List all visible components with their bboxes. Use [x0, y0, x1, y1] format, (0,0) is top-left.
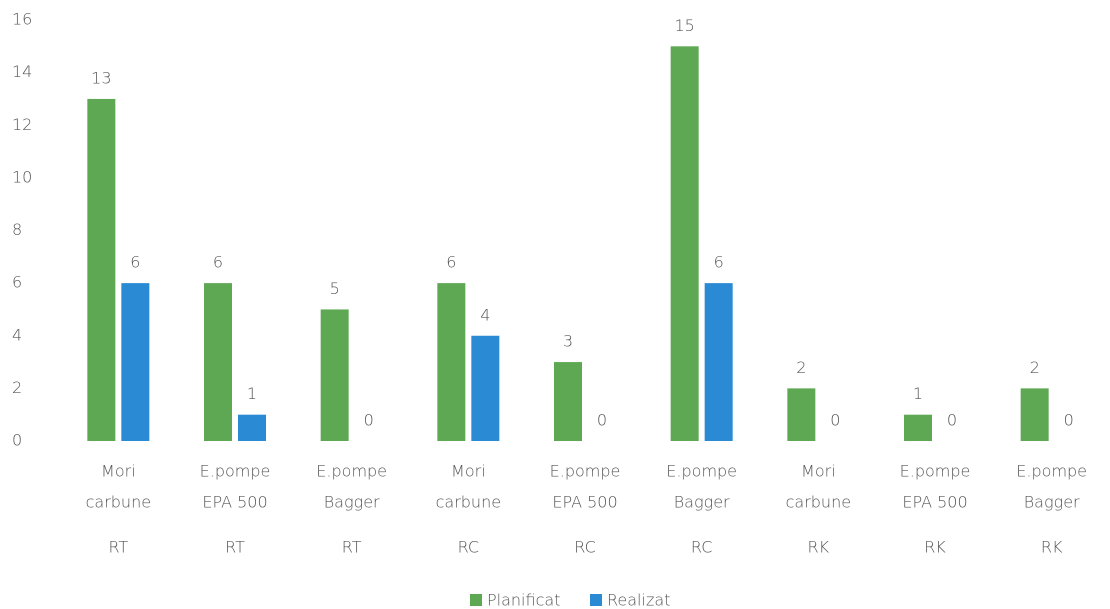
y-tick-label: 10 — [12, 167, 32, 186]
bar — [320, 309, 349, 441]
x-tick-label: Bagger — [1024, 493, 1080, 512]
data-label: 13 — [91, 68, 111, 87]
data-label: 1 — [247, 384, 257, 403]
y-tick-label: 2 — [12, 378, 22, 397]
x-tick-label: Bagger — [674, 493, 730, 512]
group-label: RC — [574, 538, 596, 557]
bar — [87, 98, 116, 441]
bar — [554, 362, 582, 441]
bar — [121, 283, 150, 441]
x-tick-label: E.pompe — [316, 462, 387, 481]
x-tick-label: Bagger — [324, 493, 380, 512]
bar — [471, 335, 500, 441]
y-tick-label: 16 — [12, 10, 32, 29]
data-label: 4 — [480, 305, 490, 324]
group-label: RK — [1041, 538, 1063, 557]
data-label: 6 — [130, 253, 140, 272]
data-label: 0 — [364, 411, 374, 430]
group-label: RT — [108, 538, 128, 557]
data-label: 0 — [597, 411, 607, 430]
x-tick-label: E.pompe — [666, 462, 737, 481]
x-tick-label: carbune — [86, 493, 151, 512]
data-label: 1 — [913, 384, 923, 403]
legend-label: Planificat — [487, 591, 560, 609]
bar — [1020, 388, 1049, 441]
x-tick-label: EPA 500 — [902, 493, 967, 512]
group-label: RT — [225, 538, 245, 557]
y-tick-label: 14 — [12, 62, 32, 81]
data-label: 6 — [714, 253, 724, 272]
y-tick-label: 12 — [12, 115, 32, 134]
legend-label: Realizat — [607, 591, 670, 609]
bar — [904, 414, 932, 441]
bar — [204, 283, 232, 441]
data-label: 2 — [1030, 358, 1040, 377]
x-tick-label: Mori — [101, 462, 136, 481]
data-label: 3 — [563, 332, 573, 351]
data-label: 6 — [213, 253, 223, 272]
x-tick-label: EPA 500 — [202, 493, 267, 512]
x-tick-label: E.pompe — [550, 462, 621, 481]
x-tick-label: carbune — [436, 493, 501, 512]
data-label: 0 — [830, 411, 840, 430]
data-label: 6 — [446, 253, 456, 272]
data-label: 0 — [947, 411, 957, 430]
bar — [437, 283, 466, 441]
x-tick-label: Mori — [451, 462, 486, 481]
legend-swatch — [590, 594, 602, 606]
x-tick-label: EPA 500 — [552, 493, 617, 512]
x-tick-label: E.pompe — [200, 462, 271, 481]
x-tick-label: Mori — [801, 462, 836, 481]
bar — [670, 46, 699, 441]
data-label: 5 — [330, 279, 340, 298]
group-label: RK — [924, 538, 946, 557]
data-label: 0 — [1064, 411, 1074, 430]
x-tick-label: E.pompe — [1016, 462, 1087, 481]
data-label: 15 — [674, 16, 694, 35]
group-label: RK — [808, 538, 830, 557]
x-tick-label: E.pompe — [900, 462, 971, 481]
bar — [238, 414, 266, 441]
y-tick-label: 0 — [12, 431, 22, 450]
x-tick-label: carbune — [786, 493, 851, 512]
bar — [704, 283, 733, 441]
legend-swatch — [470, 594, 482, 606]
group-label: RC — [691, 538, 713, 557]
data-label: 2 — [796, 358, 806, 377]
y-tick-label: 4 — [12, 325, 22, 344]
y-tick-label: 8 — [12, 220, 22, 239]
group-label: RC — [458, 538, 480, 557]
bar — [787, 388, 816, 441]
y-tick-label: 6 — [12, 273, 22, 292]
group-label: RT — [342, 538, 362, 557]
